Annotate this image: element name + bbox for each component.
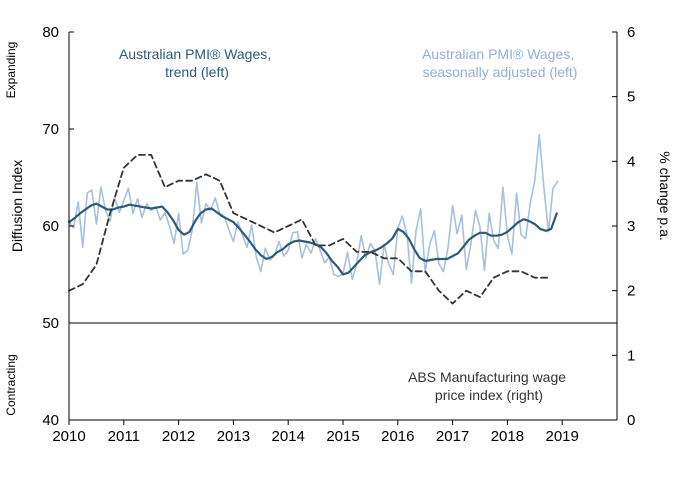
- y-right-tick-label: 0: [627, 412, 635, 429]
- series-line-2: [68, 153, 550, 305]
- y-left-tick-label: 70: [42, 121, 59, 138]
- ticks-layer: 40 50 60 70 80 0 1 2 3 4 5 6 2010 2011 2012 2013 2014 201…: [42, 24, 635, 445]
- x-tick-label: 2012: [162, 428, 195, 445]
- y-axis-right-label: % change p.a.: [657, 151, 673, 241]
- series-line-0: [68, 134, 559, 286]
- y-axis-left-label: Diffusion Index: [9, 160, 25, 252]
- annotation-abs: ABS Manufacturing wage price index (righ…: [408, 369, 570, 403]
- y-right-tick-label: 3: [627, 218, 635, 235]
- y-right-tick-label: 5: [627, 89, 635, 106]
- y-left-tick-label: 60: [42, 218, 59, 235]
- x-tick-label: 2013: [217, 428, 250, 445]
- y-left-tick-label: 80: [42, 24, 59, 41]
- x-tick-label: 2019: [546, 428, 579, 445]
- expanding-label: Expanding: [4, 42, 18, 99]
- y-right-tick-label: 6: [627, 24, 635, 41]
- annotation-trend-line-1: Australian PMI® Wages,: [119, 46, 271, 62]
- y-right-tick-label: 1: [627, 347, 635, 364]
- series-line-1: [67, 202, 558, 276]
- y-left-tick-label: 50: [42, 315, 59, 332]
- annotation-abs-line-1: ABS Manufacturing wage: [408, 369, 566, 385]
- x-tick-label: 2010: [52, 428, 85, 445]
- axes-layer: [68, 32, 618, 421]
- y-left-tick-label: 40: [42, 412, 59, 429]
- x-tick-label: 2018: [491, 428, 524, 445]
- x-tick-label: 2011: [108, 428, 140, 445]
- x-tick-label: 2014: [272, 428, 305, 445]
- annotation-sa-line-2: seasonally adjusted (left): [423, 64, 578, 80]
- annotation-sa-line-1: Australian PMI® Wages,: [422, 46, 574, 62]
- annotation-trend: Australian PMI® Wages, trend (left): [119, 46, 275, 80]
- x-tick-label: 2015: [326, 428, 359, 445]
- y-right-tick-label: 4: [627, 153, 635, 170]
- contracting-label: Contracting: [4, 354, 18, 415]
- annotation-abs-line-2: price index (right): [435, 387, 543, 403]
- x-tick-label: 2016: [381, 428, 414, 445]
- y-right-tick-label: 2: [627, 283, 635, 300]
- annotation-seasonally-adjusted: Australian PMI® Wages, seasonally adjust…: [422, 46, 578, 80]
- x-tick-label: 2017: [436, 428, 469, 445]
- annotation-trend-line-2: trend (left): [165, 64, 229, 80]
- series-layer: [67, 134, 559, 305]
